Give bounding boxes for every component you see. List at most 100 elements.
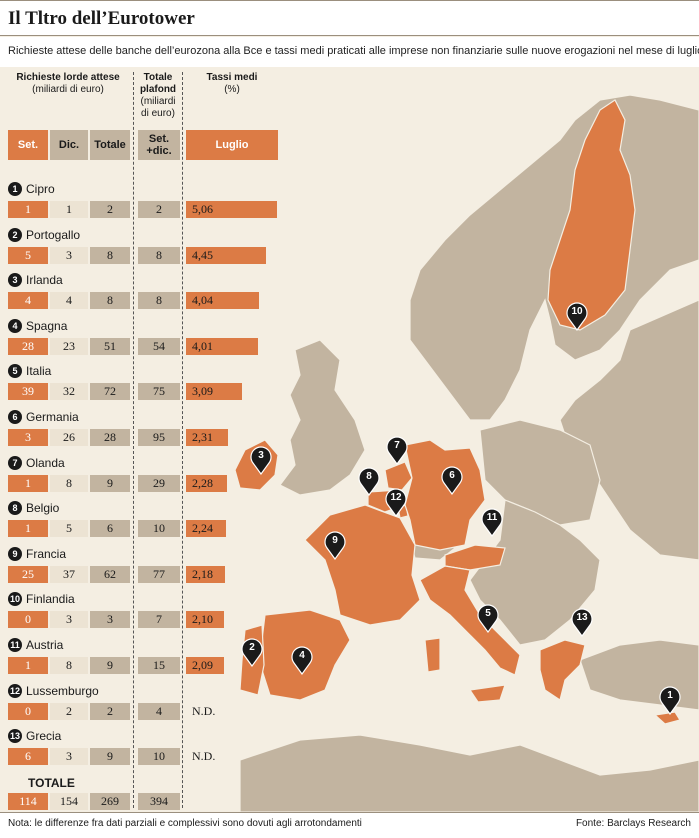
header-plafond: Totale plafond (miliardi di euro) (136, 72, 180, 120)
cell-dic: 23 (50, 338, 88, 355)
map-germany (404, 439, 486, 551)
cell-set: 6 (8, 748, 48, 765)
map-pin-icon (250, 446, 272, 476)
map-marker-1: 1 (659, 686, 681, 716)
cell-totale: 6 (90, 520, 130, 537)
cell-plafond: 29 (138, 475, 180, 492)
rate-not-available: N.D. (192, 749, 216, 763)
header-plafond-unit: (miliardi di euro) (140, 96, 176, 119)
map-marker-number: 9 (332, 535, 338, 546)
rate-bar: 2,24 (186, 520, 226, 537)
total-label: TOTALE (28, 776, 75, 790)
header-tassi-unit: (%) (224, 84, 240, 95)
map-marker-6: 6 (441, 466, 463, 496)
rate-bar: 2,18 (186, 566, 225, 583)
cell-dic: 32 (50, 383, 88, 400)
country-number-badge: 2 (8, 228, 22, 242)
country-label: 7 Olanda (8, 455, 65, 471)
cell-totale: 51 (90, 338, 130, 355)
country-label: 9 Francia (8, 546, 66, 562)
map-greece (539, 639, 586, 701)
total-dic: 154 (50, 793, 88, 810)
map-pin-icon (659, 686, 681, 716)
cell-totale: 8 (90, 247, 130, 264)
country-number-badge: 13 (8, 729, 22, 743)
header-luglio: Luglio (186, 130, 278, 160)
rate-bar: 5,06 (186, 201, 277, 218)
country-name: Finlandia (26, 592, 75, 606)
map-marker-5: 5 (477, 604, 499, 634)
cell-plafond: 77 (138, 566, 180, 583)
column-divider (133, 72, 134, 808)
map-marker-7: 7 (386, 436, 408, 466)
header-dic: Dic. (50, 130, 88, 160)
map-marker-number: 4 (299, 650, 305, 661)
header-set: Set. (8, 130, 48, 160)
country-name: Spagna (26, 319, 68, 333)
map-marker-4: 4 (291, 646, 313, 676)
country-name: Irlanda (26, 273, 63, 287)
cell-totale: 9 (90, 748, 130, 765)
map-pin-icon (291, 646, 313, 676)
map-italy (419, 565, 521, 703)
country-label: 5 Italia (8, 363, 51, 379)
cell-plafond: 15 (138, 657, 180, 674)
cell-totale: 2 (90, 703, 130, 720)
map-marker-12: 12 (385, 488, 407, 518)
header-tassi: Tassi medi (%) (186, 72, 278, 96)
cell-set: 5 (8, 247, 48, 264)
map-pin-icon (241, 638, 263, 668)
rate-bar: 2,10 (186, 611, 224, 628)
cell-set: 1 (8, 520, 48, 537)
rate-not-available: N.D. (192, 704, 216, 718)
map-marker-number: 3 (258, 450, 264, 461)
rate-bar: 4,01 (186, 338, 258, 355)
country-label: 3 Irlanda (8, 272, 63, 288)
column-divider (182, 72, 183, 808)
rate-bar: 2,28 (186, 475, 227, 492)
country-label: 13 Grecia (8, 728, 61, 744)
map-marker-9: 9 (324, 531, 346, 561)
subtitle: Richieste attese delle banche dell’euroz… (0, 37, 699, 67)
map-marker-8: 8 (358, 467, 380, 497)
map-marker-3: 3 (250, 446, 272, 476)
map-pin-icon (358, 467, 380, 497)
country-number-badge: 6 (8, 410, 22, 424)
country-name: Grecia (26, 729, 62, 743)
country-label: 12 Lussemburgo (8, 683, 99, 699)
country-number-badge: 11 (8, 638, 22, 652)
cell-totale: 9 (90, 475, 130, 492)
map-pin-icon (481, 508, 503, 538)
rate-bar: 3,09 (186, 383, 242, 400)
country-name: Portogallo (26, 228, 81, 242)
cell-plafond: 8 (138, 292, 180, 309)
cell-totale: 62 (90, 566, 130, 583)
country-number-badge: 7 (8, 456, 22, 470)
header-plafond-label: Totale plafond (139, 72, 177, 95)
country-number-badge: 4 (8, 319, 22, 333)
map-marker-number: 6 (449, 470, 455, 481)
cell-totale: 9 (90, 657, 130, 674)
cell-totale: 3 (90, 611, 130, 628)
cell-plafond: 95 (138, 429, 180, 446)
cell-set: 1 (8, 475, 48, 492)
map-netherlands (384, 461, 413, 491)
rate-bar: 2,31 (186, 429, 228, 446)
cell-plafond: 54 (138, 338, 180, 355)
country-name: Belgio (26, 501, 60, 515)
map-marker-10: 10 (566, 302, 588, 332)
map-pin-icon (477, 604, 499, 634)
rate-bar: 4,45 (186, 247, 266, 264)
header-setdic: Set. +dic. (138, 130, 180, 160)
header-totale: Totale (90, 130, 130, 160)
cell-set: 1 (8, 201, 48, 218)
rate-bar: 2,09 (186, 657, 224, 674)
country-name: Lussemburgo (26, 684, 99, 698)
country-label: 8 Belgio (8, 500, 59, 516)
country-label: 2 Portogallo (8, 227, 80, 243)
country-name: Germania (26, 410, 79, 424)
cell-totale: 28 (90, 429, 130, 446)
